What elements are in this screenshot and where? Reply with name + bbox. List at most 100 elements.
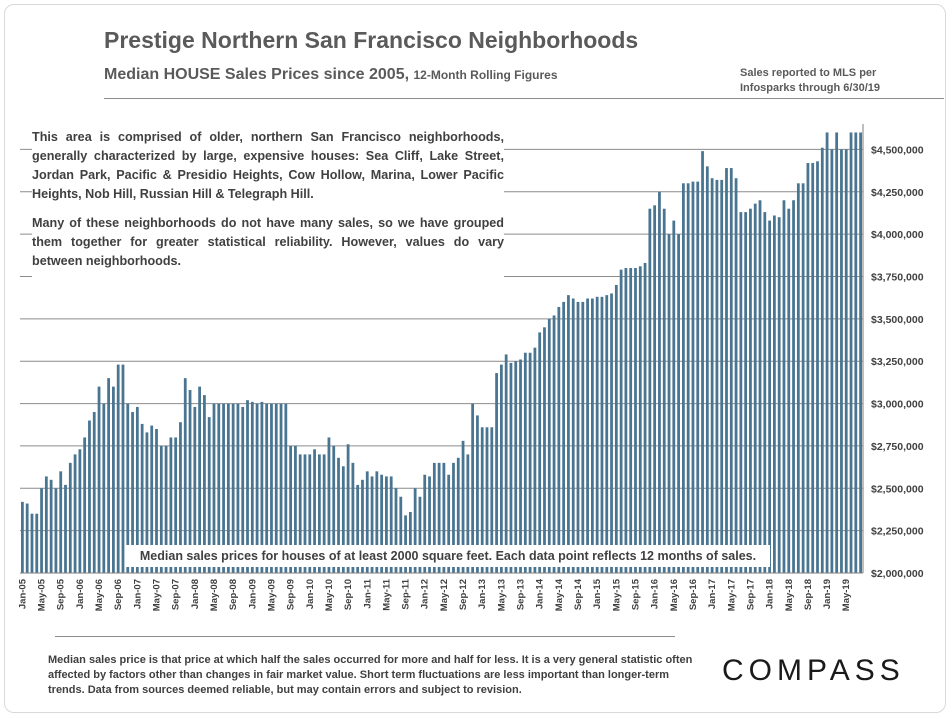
bar xyxy=(150,425,154,573)
bar xyxy=(404,515,407,573)
bar xyxy=(840,149,843,573)
bar xyxy=(131,412,134,573)
bar xyxy=(327,437,331,573)
source-note: Sales reported to MLS per Infosparks thr… xyxy=(740,66,880,96)
bar xyxy=(183,378,187,573)
bar xyxy=(274,403,278,573)
bar xyxy=(35,513,39,573)
x-tick-label: May-12 xyxy=(439,579,450,611)
bar xyxy=(705,166,709,573)
bar xyxy=(744,212,748,574)
bar xyxy=(408,512,412,573)
bar xyxy=(179,422,182,573)
bar xyxy=(820,147,824,573)
bar xyxy=(356,484,360,573)
x-tick-labels: Jan-05 May-05 Sep-05 Jan-06 May-06 Sep-06 Jan-… xyxy=(17,578,852,611)
x-tick-label: Jan-05 xyxy=(17,578,28,609)
bar xyxy=(523,352,527,573)
bar xyxy=(241,406,245,573)
bar xyxy=(710,178,714,573)
bar xyxy=(54,488,58,573)
bar xyxy=(610,293,613,573)
bar xyxy=(260,401,264,573)
bar xyxy=(528,352,532,573)
bar xyxy=(777,217,781,574)
bar xyxy=(145,432,149,573)
bar xyxy=(317,454,321,573)
y-tick-labels: $2,000,000 $2,250,000 $2,500,000 $2,750,000… xyxy=(871,144,924,580)
bar xyxy=(720,179,724,573)
bar xyxy=(322,454,326,573)
title-divider xyxy=(104,98,944,99)
bar xyxy=(763,212,767,574)
bar xyxy=(246,400,249,573)
bar xyxy=(792,200,795,573)
bar xyxy=(308,454,312,573)
bar xyxy=(590,298,594,573)
bar xyxy=(351,462,355,573)
bar xyxy=(681,183,685,573)
bar xyxy=(112,386,115,573)
bar xyxy=(265,403,269,573)
bar xyxy=(88,420,91,573)
bar xyxy=(499,364,503,573)
chart-title: Prestige Northern San Francisco Neighbor… xyxy=(104,27,639,53)
bar xyxy=(557,306,561,573)
bar xyxy=(643,262,647,573)
axes xyxy=(20,124,864,574)
y-tick-label: $2,500,000 xyxy=(871,483,924,495)
bar xyxy=(844,149,848,573)
bar xyxy=(361,479,364,573)
x-tick-label: May-13 xyxy=(496,579,507,611)
x-tick-label: May-11 xyxy=(381,578,392,610)
x-tick-label: Jan-17 xyxy=(707,579,718,609)
bar xyxy=(332,445,336,573)
bar xyxy=(231,403,235,573)
bar xyxy=(423,474,427,573)
x-tick-label: Jan-07 xyxy=(132,579,143,609)
chart-annotation: Median sales prices for houses of at lea… xyxy=(126,545,770,567)
bar xyxy=(581,301,585,573)
bar xyxy=(782,200,786,573)
bar xyxy=(552,315,556,573)
bar xyxy=(801,183,805,573)
x-tick-label: May-16 xyxy=(669,579,680,611)
bar xyxy=(816,161,819,574)
bar xyxy=(495,373,498,573)
bar xyxy=(207,417,211,573)
bar xyxy=(73,454,77,573)
bar xyxy=(413,488,417,573)
x-tick-label: May-05 xyxy=(37,578,48,611)
bar xyxy=(83,437,87,573)
x-tick-label: Jan-06 xyxy=(75,579,86,609)
bar xyxy=(605,295,609,573)
bar xyxy=(796,183,800,573)
bar xyxy=(418,496,422,573)
bar xyxy=(102,403,106,573)
x-tick-label: Jan-08 xyxy=(190,579,201,609)
bar xyxy=(107,378,110,573)
description-paragraph-1: This area is comprised of older, norther… xyxy=(32,130,504,201)
bar xyxy=(193,406,197,573)
y-tick-label: $4,250,000 xyxy=(871,187,924,199)
bar xyxy=(30,513,34,573)
bar xyxy=(547,318,551,573)
y-tick-label: $4,500,000 xyxy=(871,144,924,156)
bar xyxy=(164,445,168,573)
x-tick-label: May-17 xyxy=(726,579,737,611)
bar xyxy=(725,168,728,573)
x-tick-label: Sep-06 xyxy=(113,579,124,610)
bar xyxy=(303,454,307,573)
subtitle-main: Median HOUSE Sales Prices since 2005, xyxy=(104,66,410,83)
bar xyxy=(701,151,704,573)
bar xyxy=(504,354,508,573)
y-tick-label: $4,000,000 xyxy=(871,229,924,241)
bar xyxy=(155,428,158,573)
x-tick-label: Sep-18 xyxy=(803,579,814,610)
bar xyxy=(835,132,839,574)
bar xyxy=(514,361,518,573)
description-box: This area is comprised of older, norther… xyxy=(32,128,504,281)
bar xyxy=(461,440,465,573)
bar xyxy=(768,220,771,573)
x-tick-label: May-19 xyxy=(841,579,852,611)
